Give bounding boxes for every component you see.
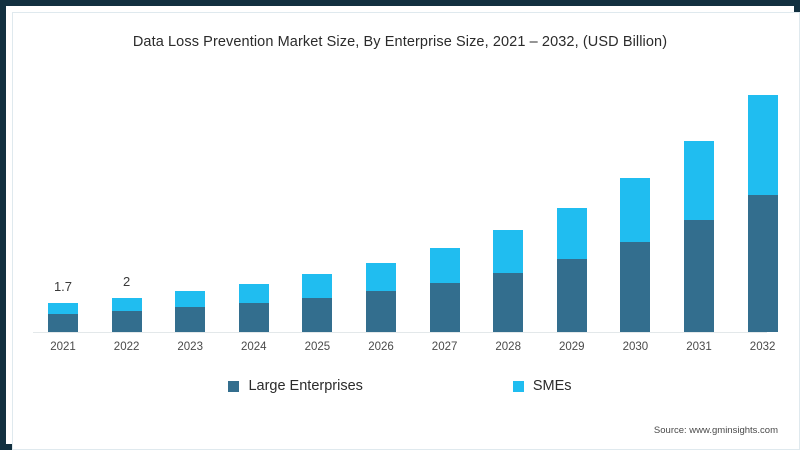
bar-segment-large-enterprises-2021[interactable]	[48, 314, 78, 332]
bar-segment-smes-2027[interactable]	[429, 248, 460, 283]
bar-segment-smes-2028[interactable]	[493, 230, 524, 273]
x-axis-tick-2026: 2026	[368, 341, 394, 353]
bar-segment-large-enterprises-2024[interactable]	[238, 303, 269, 332]
bar-segment-smes-2024[interactable]	[238, 283, 269, 304]
bar-segment-large-enterprises-2022[interactable]	[111, 311, 142, 332]
bar-segment-smes-2032[interactable]	[747, 95, 778, 195]
bar-value-label-2022: 2	[122, 274, 131, 290]
legend-item-smes[interactable]: SMEs	[512, 378, 572, 394]
x-axis-tick-2023: 2023	[177, 341, 203, 353]
chart-inner-border	[12, 12, 800, 450]
legend-label-large-enterprises: Large Enterprises	[248, 378, 363, 394]
legend-item-large-enterprises[interactable]: Large Enterprises	[228, 378, 363, 394]
bar-segment-smes-2031[interactable]	[684, 140, 714, 221]
x-axis-tick-2024: 2024	[241, 341, 267, 353]
bar-segment-large-enterprises-2027[interactable]	[429, 282, 460, 332]
bar-segment-large-enterprises-2029[interactable]	[556, 259, 587, 332]
bar-segment-smes-2029[interactable]	[556, 207, 587, 260]
bar-segment-smes-2022[interactable]	[111, 298, 142, 312]
bar-segment-large-enterprises-2026[interactable]	[366, 291, 396, 332]
bar-segment-smes-2023[interactable]	[175, 291, 206, 308]
x-axis-tick-2028: 2028	[495, 341, 521, 353]
x-axis-tick-2027: 2027	[431, 341, 458, 353]
x-axis-tick-2030: 2030	[622, 341, 649, 353]
bar-segment-large-enterprises-2030[interactable]	[620, 242, 651, 332]
legend-label-smes: SMEs	[532, 378, 572, 394]
bar-segment-large-enterprises-2025[interactable]	[302, 298, 333, 332]
x-axis-tick-2031: 2031	[686, 341, 712, 353]
source-attribution: Source: www.gminsights.com	[653, 425, 778, 436]
x-axis-tick-2021: 2021	[50, 341, 76, 353]
x-axis-tick-2029: 2029	[559, 341, 585, 353]
bar-segment-large-enterprises-2028[interactable]	[493, 272, 524, 332]
chart-legend: Large Enterprises SMEs	[0, 378, 800, 394]
chart-title: Data Loss Prevention Market Size, By Ent…	[132, 34, 668, 50]
bar-value-label-2021: 1.7	[53, 279, 73, 295]
bar-segment-large-enterprises-2032[interactable]	[747, 194, 778, 332]
bar-segment-smes-2030[interactable]	[620, 177, 651, 243]
x-axis-tick-2025: 2025	[304, 341, 331, 353]
legend-swatch-large-enterprises	[228, 380, 240, 392]
x-axis-tick-2032: 2032	[749, 341, 776, 353]
legend-swatch-smes	[512, 380, 524, 392]
x-axis-tick-2022: 2022	[113, 341, 140, 353]
bar-segment-large-enterprises-2023[interactable]	[175, 307, 206, 332]
bar-segment-large-enterprises-2031[interactable]	[684, 220, 714, 332]
bar-segment-smes-2025[interactable]	[302, 274, 333, 299]
x-axis-line	[33, 332, 767, 333]
bar-segment-smes-2021[interactable]	[48, 303, 78, 315]
bar-segment-smes-2026[interactable]	[366, 262, 396, 292]
